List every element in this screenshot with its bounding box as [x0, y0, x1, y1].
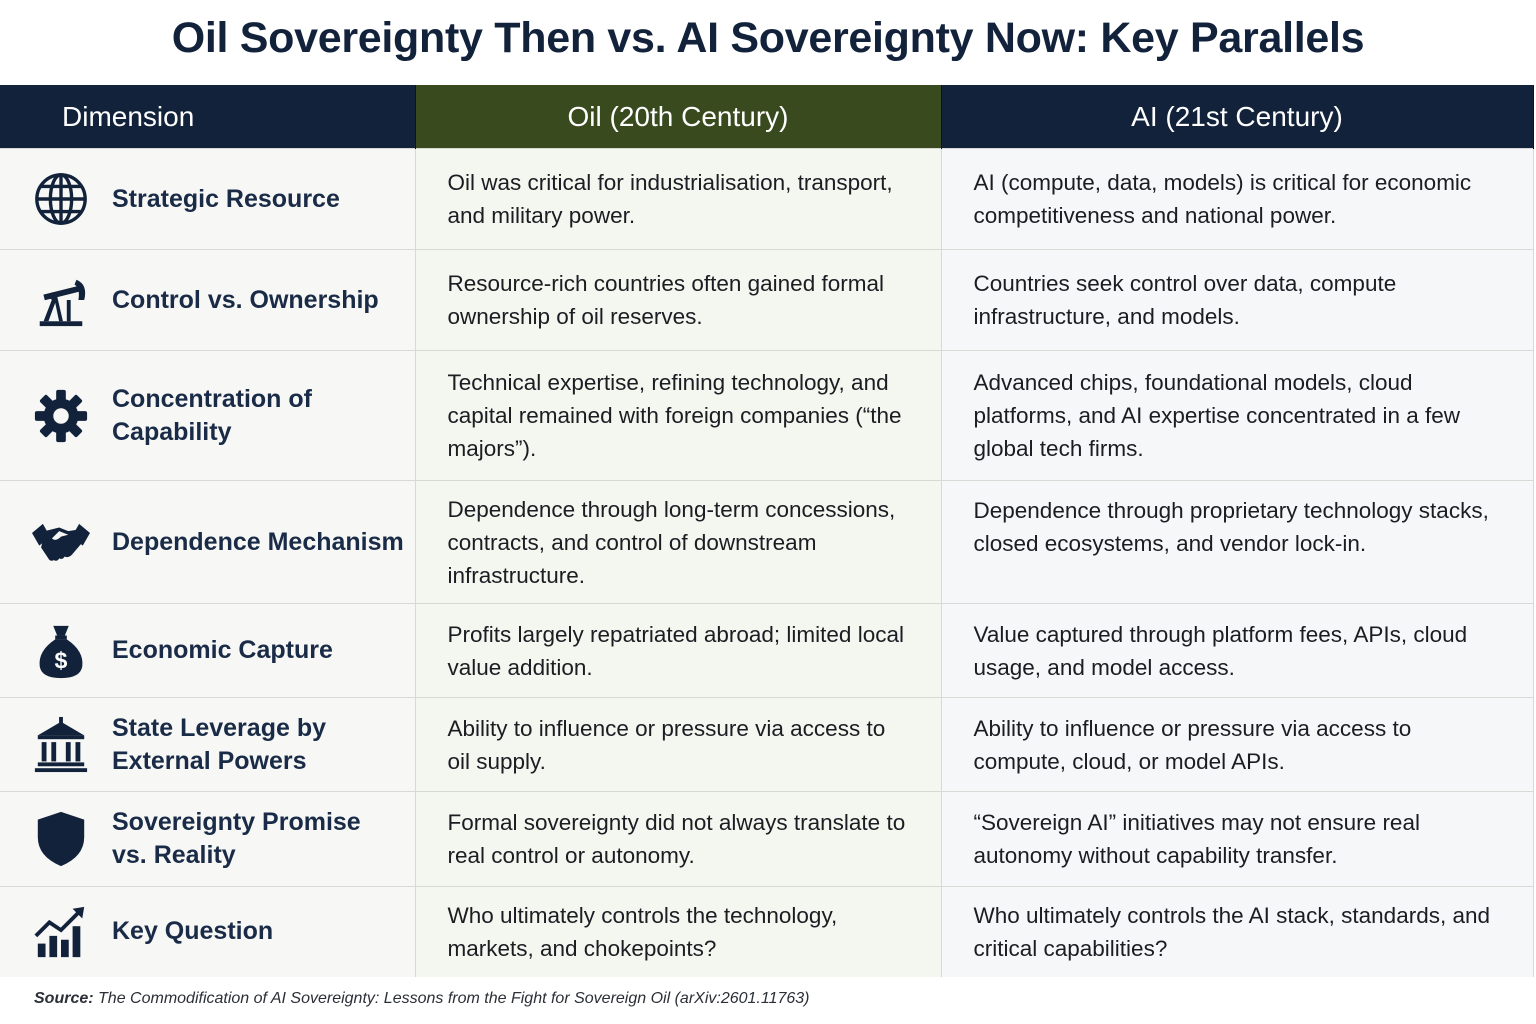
dimension-label: Concentration of Capability — [112, 384, 312, 446]
ai-cell: “Sovereign AI” initiatives may not ensur… — [941, 791, 1534, 887]
dimension-label: Key Question — [112, 917, 274, 946]
oil-text: Profits largely repatriated abroad; limi… — [447, 621, 904, 680]
header-dimension: Dimension — [0, 85, 416, 149]
globe-icon — [30, 168, 92, 230]
dimension-label: Strategic Resource — [112, 184, 340, 213]
oil-text: Formal sovereignty did not always transl… — [447, 810, 906, 868]
dimension-cell: $ Economic Capture — [0, 603, 416, 698]
dimension-cell: Key Question — [0, 886, 416, 977]
dimension-label: Economic Capture — [112, 636, 333, 664]
government-building-icon — [30, 714, 92, 776]
shield-icon — [30, 808, 92, 870]
oil-cell: Oil was critical for industrialisation, … — [415, 148, 942, 250]
table-row: Dependence Mechanism Dependence through … — [0, 480, 1534, 604]
oil-text: Who ultimately controls the technology, … — [447, 902, 838, 961]
ai-text: Dependence through proprietary technolog… — [973, 498, 1489, 556]
oil-cell: Profits largely repatriated abroad; limi… — [415, 603, 942, 698]
ai-cell: Advanced chips, foundational models, clo… — [941, 350, 1534, 481]
header-oil: Oil (20th Century) — [415, 85, 942, 149]
growth-chart-icon — [30, 901, 92, 963]
ai-text: AI (compute, data, models) is critical f… — [973, 170, 1472, 228]
ai-text: Ability to influence or pressure via acc… — [973, 715, 1412, 774]
dimension-label: State Leverage by External Powers — [112, 713, 326, 775]
comparison-table: Dimension Oil (20th Century) AI (21st Ce… — [0, 85, 1534, 977]
ai-text: Advanced chips, foundational models, clo… — [973, 370, 1461, 461]
dimension-cell: Control vs. Ownership — [0, 249, 416, 351]
oil-text: Resource-rich countries often gained for… — [447, 271, 884, 329]
ai-text: “Sovereign AI” initiatives may not ensur… — [973, 810, 1420, 868]
oil-cell: Who ultimately controls the technology, … — [415, 886, 942, 977]
dimension-label: Control vs. Ownership — [112, 285, 379, 314]
dimension-cell: State Leverage by External Powers — [0, 697, 416, 792]
dimension-cell: Sovereignty Promise vs. Reality — [0, 791, 416, 887]
ai-cell: Countries seek control over data, comput… — [941, 249, 1534, 351]
header-row: Dimension Oil (20th Century) AI (21st Ce… — [0, 85, 1534, 149]
ai-cell: AI (compute, data, models) is critical f… — [941, 148, 1534, 250]
oil-text: Oil was critical for industrialisation, … — [447, 170, 893, 228]
table-row: Concentration of Capability Technical ex… — [0, 350, 1534, 481]
dimension-cell: Dependence Mechanism — [0, 480, 416, 604]
oil-cell: Formal sovereignty did not always transl… — [415, 791, 942, 887]
dimension-label: Dependence Mechanism — [112, 527, 404, 556]
money-bag-icon: $ — [30, 620, 92, 682]
handshake-icon — [30, 511, 92, 573]
oil-pump-icon — [30, 269, 92, 331]
oil-cell: Technical expertise, refining technology… — [415, 350, 942, 481]
source-text: The Commodification of AI Sovereignty: L… — [98, 990, 810, 1007]
oil-cell: Resource-rich countries often gained for… — [415, 249, 942, 351]
oil-cell: Ability to influence or pressure via acc… — [415, 697, 942, 792]
ai-cell: Value captured through platform fees, AP… — [941, 603, 1534, 698]
ai-text: Value captured through platform fees, AP… — [973, 621, 1468, 680]
dimension-label: Sovereignty Promise vs. Reality — [112, 808, 361, 869]
ai-cell: Dependence through proprietary technolog… — [941, 480, 1534, 604]
oil-text: Ability to influence or pressure via acc… — [447, 715, 886, 774]
gear-icon — [30, 385, 92, 447]
ai-cell: Ability to influence or pressure via acc… — [941, 697, 1534, 792]
table-row: Sovereignty Promise vs. Reality Formal s… — [0, 791, 1534, 887]
oil-cell: Dependence through long-term concessions… — [415, 480, 942, 604]
source-label: Source: — [34, 990, 94, 1007]
source-note: Source: The Commodification of AI Sovere… — [34, 990, 809, 1008]
table-row: $ Economic Capture Profits largely repat… — [0, 603, 1534, 698]
svg-text:$: $ — [55, 647, 68, 673]
oil-text: Dependence through long-term concessions… — [447, 496, 896, 588]
table-row: Control vs. Ownership Resource-rich coun… — [0, 249, 1534, 351]
table-row: State Leverage by External Powers Abilit… — [0, 697, 1534, 792]
dimension-cell: Strategic Resource — [0, 148, 416, 250]
table-row: Key Question Who ultimately controls the… — [0, 886, 1534, 977]
ai-text: Who ultimately controls the AI stack, st… — [973, 902, 1491, 961]
table-row: Strategic Resource Oil was critical for … — [0, 148, 1534, 250]
page-title: Oil Sovereignty Then vs. AI Sovereignty … — [171, 14, 1365, 62]
header-ai: AI (21st Century) — [941, 85, 1534, 149]
dimension-cell: Concentration of Capability — [0, 350, 416, 481]
ai-cell: Who ultimately controls the AI stack, st… — [941, 886, 1534, 977]
ai-text: Countries seek control over data, comput… — [973, 271, 1397, 329]
oil-text: Technical expertise, refining technology… — [447, 370, 902, 461]
